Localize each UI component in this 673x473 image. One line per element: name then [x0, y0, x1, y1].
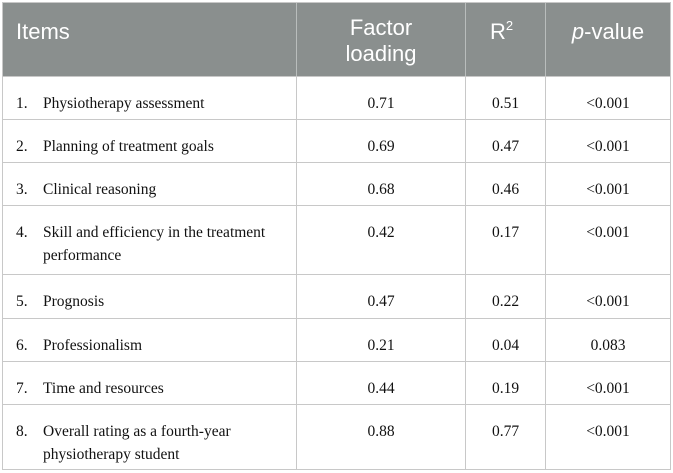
p-value: <0.001 [586, 181, 630, 198]
r2-value: 0.77 [491, 423, 520, 440]
item-number: 1. [16, 95, 28, 112]
cell-r2: 0.04 [465, 319, 545, 361]
cell-factor: 0.71 [296, 77, 465, 119]
p-value: <0.001 [586, 380, 630, 397]
item-number: 2. [16, 138, 28, 155]
header-r-squared-label: R2 [490, 18, 514, 47]
p-value: <0.001 [586, 224, 630, 241]
item-label: Time and resources [43, 380, 164, 397]
factor-value: 0.44 [367, 380, 395, 397]
factor-value: 0.42 [367, 224, 395, 241]
item-label: Prognosis [43, 293, 105, 310]
cell-r2: 0.17 [465, 206, 545, 274]
header-p-italic: p [571, 19, 585, 44]
header-p-value-label: p-value [546, 20, 670, 44]
p-value: <0.001 [586, 423, 630, 440]
item-number: 7. [16, 380, 28, 397]
cell-r2: 0.47 [465, 120, 545, 162]
p-value: 0.083 [590, 337, 626, 354]
cell-p: <0.001 [545, 206, 670, 274]
header-r-sup: 2 [505, 18, 514, 33]
r2-value: 0.22 [491, 293, 520, 310]
header-r-squared: R2 [465, 3, 545, 76]
r2-value: 0.46 [491, 181, 520, 198]
r2-value: 0.17 [491, 224, 520, 241]
item-label: Physiotherapy assessment [43, 95, 205, 112]
cell-r2: 0.22 [465, 275, 545, 318]
r2-value: 0.04 [491, 337, 520, 354]
table-row: 4. Skill and efficiency in the treatment … [3, 205, 670, 274]
item-number: 4. [16, 224, 28, 241]
item-number: 6. [16, 337, 28, 354]
cell-item: 5. Prognosis [3, 275, 296, 318]
table-row: 8. Overall rating as a fourth-year physio… [3, 404, 670, 469]
item-label: Planning of treatment goals [43, 138, 214, 155]
item-label: Skill and efficiency in the treatment pe… [43, 224, 266, 264]
cell-item: 1. Physiotherapy assessment [3, 77, 296, 119]
table-row: 1. Physiotherapy assessment 0.71 0.51 <0.… [3, 76, 670, 119]
header-factor-line1: Factor [349, 15, 413, 40]
r2-value: 0.51 [491, 95, 520, 112]
cell-p: <0.001 [545, 163, 670, 205]
cell-r2: 0.46 [465, 163, 545, 205]
item-label: Overall rating as a fourth-year physioth… [43, 423, 231, 463]
cell-r2: 0.51 [465, 77, 545, 119]
cell-item: 8. Overall rating as a fourth-year physio… [3, 405, 296, 469]
table-row: 3. Clinical reasoning 0.68 0.46 <0.001 [3, 162, 670, 205]
table-row: 6. Professionalism 0.21 0.04 0.083 [3, 318, 670, 361]
item-number: 3. [16, 181, 28, 198]
cell-p: <0.001 [545, 120, 670, 162]
header-items: Items [3, 3, 296, 76]
factor-value: 0.69 [367, 138, 395, 155]
cell-p: <0.001 [545, 77, 670, 119]
cell-factor: 0.88 [296, 405, 465, 469]
cell-factor: 0.21 [296, 319, 465, 361]
cell-factor: 0.69 [296, 120, 465, 162]
factor-value: 0.88 [367, 423, 395, 440]
cell-item: 2. Planning of treatment goals [3, 120, 296, 162]
factor-value: 0.21 [367, 337, 395, 354]
factor-value: 0.47 [367, 293, 395, 310]
cell-p: 0.083 [545, 319, 670, 361]
header-items-label: Items [16, 19, 70, 44]
cell-p: <0.001 [545, 275, 670, 318]
table-row: 7. Time and resources 0.44 0.19 <0.001 [3, 361, 670, 404]
r2-value: 0.47 [491, 138, 520, 155]
cell-item: 6. Professionalism [3, 319, 296, 361]
table-row: 5. Prognosis 0.47 0.22 <0.001 [3, 274, 670, 318]
header-p-value: p-value [545, 3, 670, 76]
cell-factor: 0.68 [296, 163, 465, 205]
item-number: 8. [16, 423, 28, 440]
cell-item: 7. Time and resources [3, 362, 296, 404]
p-value: <0.001 [586, 138, 630, 155]
table-row: 2. Planning of treatment goals 0.69 0.47 … [3, 119, 670, 162]
cell-r2: 0.77 [465, 405, 545, 469]
cell-factor: 0.44 [296, 362, 465, 404]
header-r-base: R [490, 19, 506, 44]
cell-factor: 0.42 [296, 206, 465, 274]
cell-p: <0.001 [545, 405, 670, 469]
table-header-row: Items Factor loading R2 p-value [3, 3, 670, 76]
r2-value: 0.19 [491, 380, 520, 397]
cell-factor: 0.47 [296, 275, 465, 318]
header-factor-loading: Factor loading [296, 3, 465, 76]
item-label: Professionalism [43, 337, 143, 354]
item-label: Clinical reasoning [43, 181, 157, 198]
cell-r2: 0.19 [465, 362, 545, 404]
item-number: 5. [16, 293, 28, 310]
header-p-rest: -value [584, 19, 645, 44]
p-value: <0.001 [586, 95, 630, 112]
p-value: <0.001 [586, 293, 630, 310]
cell-item: 3. Clinical reasoning [3, 163, 296, 205]
factor-value: 0.71 [367, 95, 395, 112]
factor-value: 0.68 [367, 181, 395, 198]
cell-p: <0.001 [545, 362, 670, 404]
cell-item: 4. Skill and efficiency in the treatment … [3, 206, 296, 274]
header-factor-line2: loading [345, 41, 417, 66]
